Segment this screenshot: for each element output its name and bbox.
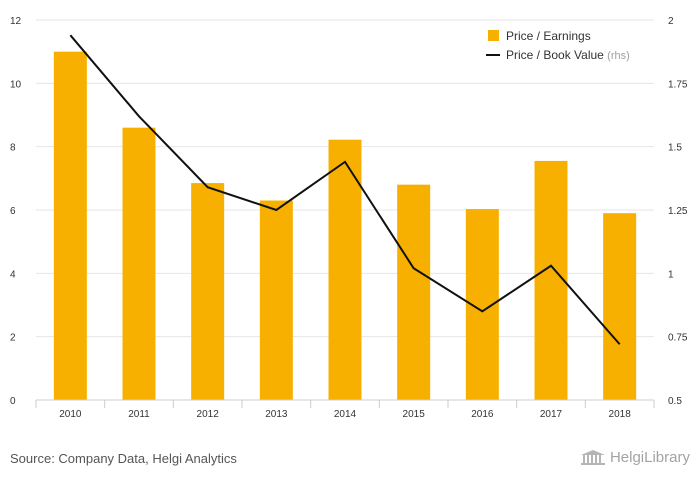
y-left-tick-label: 4 [10, 269, 16, 280]
y-right-tick-label: 1 [668, 269, 674, 280]
x-tick-label: 2018 [609, 409, 632, 420]
library-building-icon [580, 449, 605, 465]
bar [259, 200, 293, 400]
x-tick-label: 2013 [265, 409, 288, 420]
x-tick-label: 2015 [403, 409, 426, 420]
x-tick-label: 2012 [197, 409, 220, 420]
y-right-tick-label: 1.75 [668, 79, 688, 90]
y-left-tick-label: 2 [10, 333, 16, 344]
axes: 0 2 4 6 8 10 12 0.5 0.75 1 1.25 1.5 1.75 2 2010 2011 201… [10, 16, 688, 420]
y-left-tick-label: 6 [10, 206, 16, 217]
bar [397, 184, 431, 400]
bar [191, 183, 225, 400]
x-tick-label: 2010 [59, 409, 82, 420]
legend-label-price-book: Price / Book Value (rhs) [506, 48, 630, 62]
y-left-tick-label: 12 [10, 16, 22, 27]
x-tick-label: 2011 [128, 409, 150, 420]
bar-series-price-earnings [53, 51, 637, 401]
bar [328, 139, 362, 400]
y-right-tick-label: 2 [668, 16, 674, 27]
legend: Price / Earnings Price / Book Value (rhs) [486, 29, 630, 62]
y-right-tick-label: 0.75 [668, 333, 688, 344]
y-left-tick-label: 0 [10, 396, 16, 407]
x-tick-label: 2016 [471, 409, 494, 420]
x-tick-label: 2014 [334, 409, 357, 420]
legend-swatch-price-earnings [488, 30, 499, 41]
legend-label-price-earnings: Price / Earnings [506, 29, 591, 43]
brand-name: HelgiLibrary [609, 449, 690, 466]
source-note: Source: Company Data, Helgi Analytics [10, 451, 237, 466]
y-right-tick-label: 1.5 [668, 143, 682, 154]
y-right-tick-label: 1.25 [668, 206, 688, 217]
brand-logo[interactable]: HelgiLibrary [580, 449, 690, 466]
chart-svg: 0 2 4 6 8 10 12 0.5 0.75 1 1.25 1.5 1.75 2 2010 2011 201… [10, 16, 688, 420]
y-right-tick-label: 0.5 [668, 396, 682, 407]
bar [534, 160, 568, 400]
y-left-tick-label: 8 [10, 143, 16, 154]
bar [603, 213, 637, 400]
bar [122, 127, 156, 401]
line-series-price-book [69, 34, 621, 345]
bar [53, 51, 87, 401]
legend-label-suffix: (rhs) [607, 50, 630, 62]
y-left-tick-label: 10 [10, 79, 22, 90]
x-tick-label: 2017 [540, 409, 563, 420]
